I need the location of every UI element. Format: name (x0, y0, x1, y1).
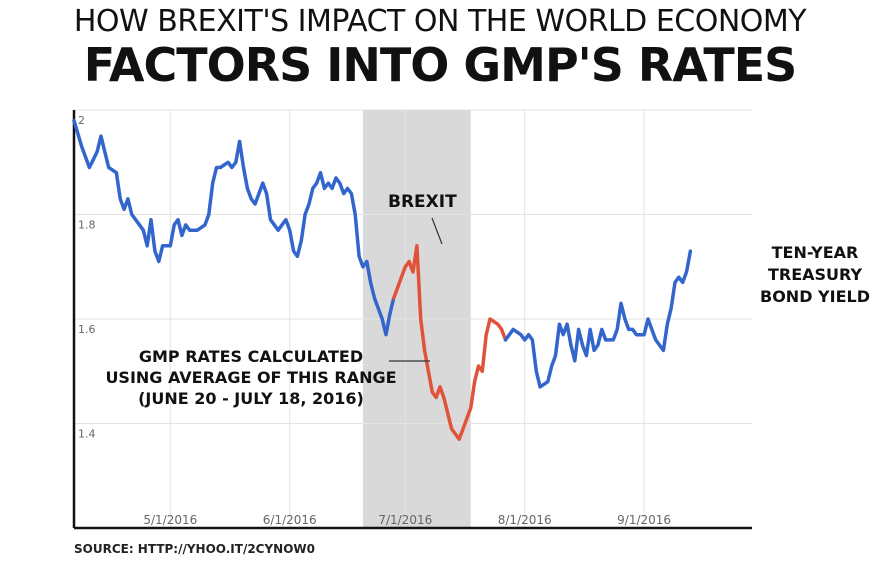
x-tick-label: 5/1/2016 (143, 513, 197, 527)
gmp-annotation-line-2: USING AVERAGE OF THIS RANGE (105, 368, 397, 387)
brexit-annotation: BREXIT (388, 192, 457, 212)
yield-label-line-3: BOND YIELD (760, 287, 870, 306)
series-label-treasury-yield: TEN-YEAR TREASURY BOND YIELD (754, 242, 876, 308)
series-line-treasury-yield (72, 118, 396, 337)
x-tick-label: 7/1/2016 (378, 513, 432, 527)
y-tick-label: 1.8 (78, 219, 96, 232)
gmp-range-annotation: GMP RATES CALCULATED USING AVERAGE OF TH… (94, 346, 408, 409)
gmp-annotation-line-3: (JUNE 20 - JULY 18, 2016) (138, 389, 364, 408)
brexit-leader-line (431, 217, 443, 245)
y-tick-label: 2 (78, 114, 85, 127)
x-tick-label: 8/1/2016 (498, 513, 552, 527)
title-line-2-part-2: GMP'S RATES (463, 38, 797, 92)
yield-label-line-1: TEN-YEAR (771, 243, 859, 262)
x-tick-label: 9/1/2016 (617, 513, 671, 527)
source-note: SOURCE: HTTP://YHOO.IT/2CYNOW0 (74, 542, 315, 556)
series-line-treasury-yield (503, 249, 693, 389)
title-line-2-part-1: FACTORS INTO (83, 38, 464, 92)
title-line-1: HOW BREXIT'S IMPACT ON THE WORLD ECONOMY (73, 4, 807, 39)
y-tick-label: 1.6 (78, 323, 96, 336)
title-line-2: FACTORS INTO GMP'S RATES (0, 38, 880, 92)
gmp-annotation-line-1: GMP RATES CALCULATED (138, 347, 364, 366)
y-tick-label: 1.4 (78, 428, 96, 441)
yield-label-line-2: TREASURY (767, 265, 863, 284)
x-tick-label: 6/1/2016 (263, 513, 317, 527)
series-line-gmp-range (391, 244, 508, 441)
